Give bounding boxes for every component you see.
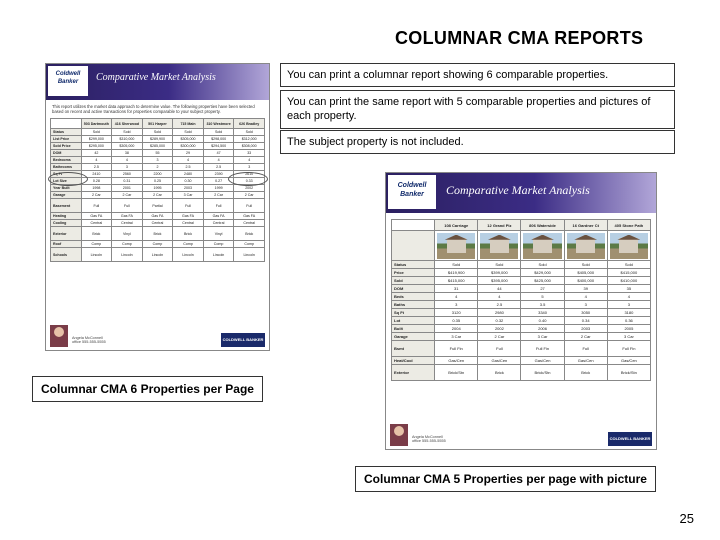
footer-brand-badge: COLDWELL BANKER: [221, 333, 265, 347]
brand-line2: Banker: [400, 191, 424, 198]
brand-line1: Coldwell: [56, 71, 81, 77]
cma-5col-thumbnail: Coldwell Banker Comparative Market Analy…: [385, 172, 657, 450]
cma-6col-table: 503 Dartmouth416 Sherwood501 Harper715 M…: [50, 118, 265, 262]
highlight-oval-icon: [228, 172, 268, 186]
agent-name: Angela McConnell: [72, 336, 103, 340]
cma-6col-thumbnail: Coldwell Banker Comparative Market Analy…: [45, 63, 270, 351]
report-header: Coldwell Banker Comparative Market Analy…: [46, 64, 269, 100]
caption-right: Columnar CMA 5 Properties per page with …: [355, 466, 656, 492]
report-title: Comparative Market Analysis: [96, 72, 216, 83]
brand-line1: Coldwell: [398, 182, 427, 189]
description-2: You can print the same report with 5 com…: [280, 90, 675, 129]
caption-left: Columnar CMA 6 Properties per Page: [32, 376, 263, 402]
page-number: 25: [680, 511, 694, 526]
report-intro: This report utilizes the market data app…: [46, 100, 269, 116]
report-title: Comparative Market Analysis: [446, 183, 590, 198]
brand-logo: Coldwell Banker: [48, 66, 88, 96]
description-3: The subject property is not included.: [280, 130, 675, 154]
page-heading: COLUMNAR CMA REPORTS: [395, 28, 643, 49]
brand-logo: Coldwell Banker: [388, 175, 436, 209]
cma-5col-table: 108 Carriage12 Grand Plz806 Waterside16 …: [391, 219, 651, 381]
report-footer: Angela McConnell office 555-555-5555 COL…: [50, 321, 265, 347]
agent-info: Angela McConnell office 555-555-5555: [72, 336, 106, 345]
agent-name: Angela McConnell: [412, 435, 443, 439]
report-header: Coldwell Banker Comparative Market Analy…: [386, 173, 656, 213]
highlight-oval-icon: [48, 172, 88, 186]
agent-info: Angela McConnell office 555-555-5555: [412, 435, 446, 444]
description-1: You can print a columnar report showing …: [280, 63, 675, 87]
report-footer: Angela McConnell office 555-555-5555 COL…: [390, 420, 652, 446]
agent-contact: office 555-555-5555: [72, 340, 106, 344]
agent-photo: [50, 325, 68, 347]
footer-brand-badge: COLDWELL BANKER: [608, 432, 652, 446]
brand-line2: Banker: [58, 79, 78, 85]
agent-photo: [390, 424, 408, 446]
agent-contact: office 555-555-5555: [412, 439, 446, 443]
